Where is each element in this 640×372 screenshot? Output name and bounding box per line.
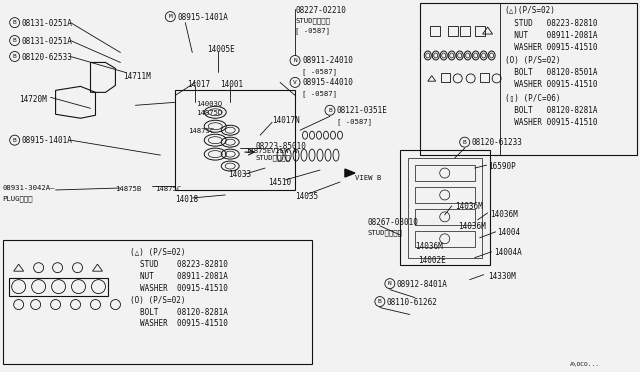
Text: STUDスタッド: STUDスタッド [368,230,403,237]
Text: BOLT    08120-8281A: BOLT 08120-8281A [140,308,228,317]
Text: (O) (P/S=02): (O) (P/S=02) [131,296,186,305]
Text: 14005E: 14005E [207,45,235,54]
Text: 14017: 14017 [188,80,211,89]
Text: 14875B: 14875B [115,186,141,192]
Text: VIEW A: VIEW A [271,148,298,154]
Text: 08267-03010: 08267-03010 [368,218,419,227]
Polygon shape [345,169,355,177]
Bar [441,73,450,82]
Text: N: N [388,281,392,286]
Text: BOLT   08120-8501A: BOLT 08120-8501A [504,68,597,77]
Text: [ -0587]: [ -0587] [337,118,372,125]
Text: 08915-44010: 08915-44010 [302,78,353,87]
Text: (O) (P/S=02): (O) (P/S=02) [504,57,560,65]
Text: 14033: 14033 [228,170,252,179]
Text: 14003Q: 14003Q [196,100,223,106]
Text: NUT    08911-2081A: NUT 08911-2081A [504,31,597,39]
Text: WASHER  00915-41510: WASHER 00915-41510 [140,283,228,293]
Text: STUD   08223-82810: STUD 08223-82810 [504,19,597,28]
Text: B: B [13,38,17,43]
Text: 14875C: 14875C [156,186,182,192]
Text: WASHER 00915-41510: WASHER 00915-41510 [504,118,597,127]
Text: 14036M: 14036M [454,202,483,211]
Text: 08120-61233: 08120-61233 [472,138,522,147]
Text: B: B [13,54,17,59]
Text: 14018: 14018 [175,195,198,204]
Text: (△)(P/S=02): (△)(P/S=02) [504,6,556,15]
Text: (▯) (P/C=06): (▯) (P/C=06) [504,94,560,103]
Text: BOLT   08120-8281A: BOLT 08120-8281A [504,106,597,115]
Text: 08120-62533: 08120-62533 [22,52,72,61]
Bar [420,3,637,155]
Text: 14035: 14035 [295,192,318,201]
Text: B: B [13,20,17,25]
Text: B: B [463,140,467,145]
Text: 08110-61262: 08110-61262 [387,298,438,307]
Text: 08912-8401A: 08912-8401A [397,280,448,289]
Text: STUD    08223-82810: STUD 08223-82810 [140,260,228,269]
Bar [475,26,484,36]
Text: WASHER 00915-41510: WASHER 00915-41510 [504,42,597,52]
Bar [400,150,490,265]
Text: STUDスタッド: STUDスタッド [295,17,330,24]
Text: B: B [13,138,17,143]
Bar [415,165,475,181]
Text: 14875E: 14875E [245,148,271,154]
Text: WASHER 00915-41510: WASHER 00915-41510 [504,80,597,89]
Text: WASHER  00915-41510: WASHER 00915-41510 [140,320,228,328]
Text: 08931-3042A―: 08931-3042A― [3,185,55,191]
Bar [415,209,475,225]
Text: VIEW B: VIEW B [355,175,381,181]
Bar [460,26,470,36]
Text: [ -0587]: [ -0587] [302,90,337,97]
Text: 14036M: 14036M [458,222,486,231]
Text: 14510: 14510 [268,178,291,187]
Text: 08915-1401A: 08915-1401A [22,136,72,145]
Text: 14004: 14004 [498,228,521,237]
Text: 14017N: 14017N [272,116,300,125]
Text: 14711M: 14711M [124,73,151,81]
Text: 08915-1401A: 08915-1401A [177,13,228,22]
Text: STUDスタッド: STUDスタッド [255,154,290,161]
Bar [415,231,475,247]
Text: 08911-24010: 08911-24010 [302,57,353,65]
Text: B: B [328,108,332,113]
Text: PLUGプラグ: PLUGプラグ [3,195,33,202]
Bar [415,187,475,203]
Text: 16590P: 16590P [488,162,515,171]
Text: B: B [378,299,381,304]
Bar [479,73,488,82]
Text: 14720M: 14720M [19,95,47,104]
Bar [408,158,482,258]
Text: 14875D: 14875D [196,110,223,116]
Text: 14036M: 14036M [490,210,517,219]
Text: N: N [293,58,297,63]
Bar [430,26,440,36]
Text: [ -0587]: [ -0587] [295,28,330,34]
Text: V: V [293,80,297,85]
Text: 14001: 14001 [220,80,243,89]
Text: 14004A: 14004A [495,248,522,257]
Text: M: M [168,14,172,19]
Text: NUT     08911-2081A: NUT 08911-2081A [140,272,228,281]
Text: 08131-0251A: 08131-0251A [22,19,72,28]
Text: 14330M: 14330M [488,272,515,281]
Text: A\OCO...: A\OCO... [570,361,600,366]
Text: 14036M: 14036M [415,242,442,251]
Text: 08227-02210: 08227-02210 [295,6,346,15]
Text: [ -0587]: [ -0587] [302,68,337,75]
Bar [9,278,108,296]
Bar [448,26,458,36]
Text: 08121-0351E: 08121-0351E [337,106,388,115]
Text: 08223-85010: 08223-85010 [255,142,306,151]
Bar [3,240,312,364]
Bar [175,90,295,190]
Text: 14875C: 14875C [188,128,214,134]
Text: 14002E: 14002E [418,256,445,265]
Text: 08131-0251A: 08131-0251A [22,36,72,45]
Text: (△) (P/S=02): (△) (P/S=02) [131,248,186,257]
